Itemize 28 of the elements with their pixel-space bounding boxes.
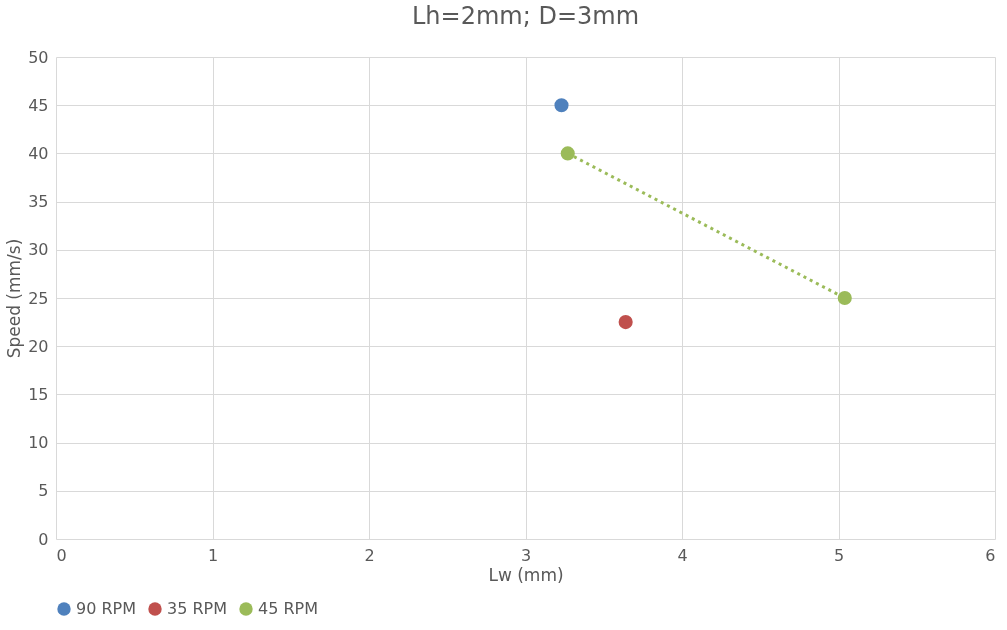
- point: [618, 315, 633, 330]
- legend-label: 90 RPM: [76, 599, 137, 618]
- y-tick-label: 10: [28, 433, 49, 453]
- y-tick-label: 40: [28, 143, 49, 163]
- x-tick-label: 5: [833, 545, 845, 565]
- chart-title: Lh=2mm; D=3mm: [411, 2, 640, 30]
- y-tick-label: 20: [28, 336, 49, 356]
- y-tick-label: 25: [28, 288, 49, 308]
- x-tick-label: 6: [985, 545, 996, 565]
- x-tick-label: 0: [56, 545, 67, 565]
- y-tick-label: 30: [28, 240, 49, 260]
- x-axis-title: Lw (mm): [488, 564, 564, 585]
- y-tick-label: 15: [28, 384, 49, 404]
- point: [560, 146, 575, 161]
- point: [554, 98, 569, 113]
- y-axis-title: Speed (mm/s): [4, 238, 25, 359]
- x-tick-label: 2: [364, 545, 375, 565]
- x-tick-label: 4: [677, 545, 688, 565]
- y-tick-label: 50: [28, 47, 49, 67]
- point: [837, 290, 852, 306]
- legend-label: 45 RPM: [258, 599, 319, 618]
- legend-label: 35 RPM: [167, 599, 228, 618]
- x-tick-label: 3: [520, 545, 532, 565]
- y-tick-label: 35: [28, 192, 49, 212]
- y-tick-label: 5: [38, 481, 49, 501]
- x-tick-label: 1: [207, 545, 219, 565]
- y-tick-label: 45: [28, 95, 49, 115]
- y-tick-label: 0: [38, 529, 49, 549]
